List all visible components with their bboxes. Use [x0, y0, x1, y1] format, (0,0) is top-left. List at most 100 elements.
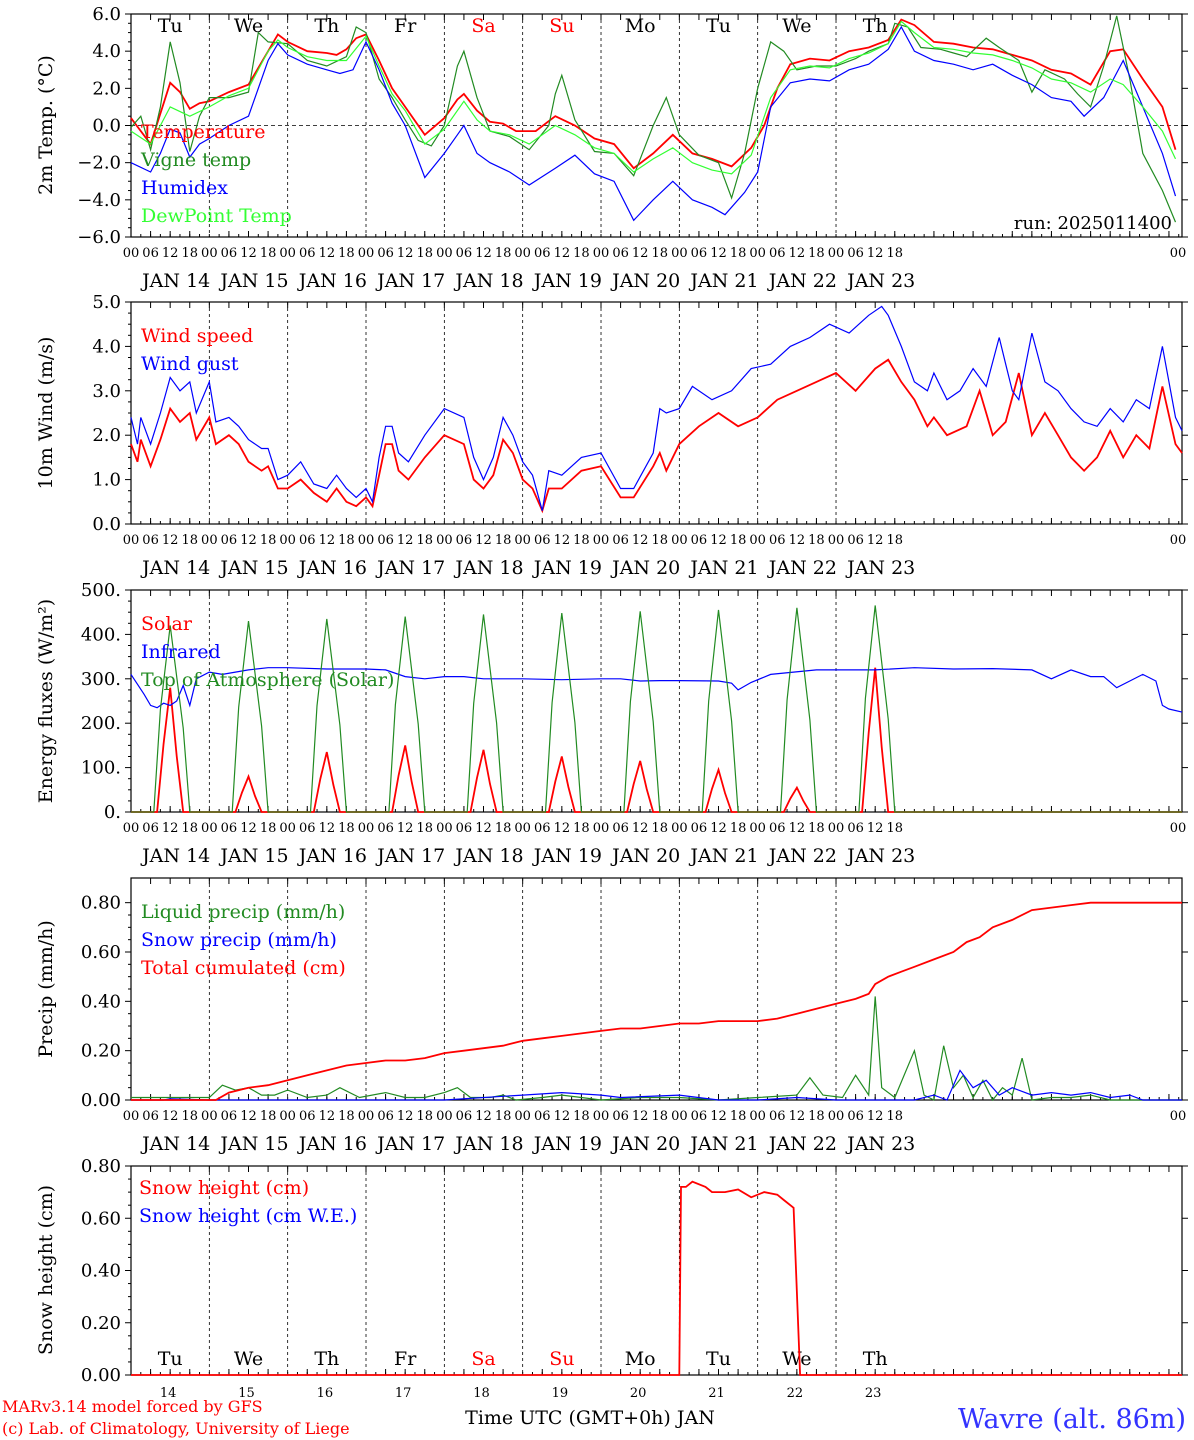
hour-label: 06 — [377, 821, 394, 836]
y-tick-label: 0.00 — [81, 1365, 121, 1386]
hour-label: 00 — [593, 533, 610, 548]
day-number-label: 17 — [395, 1386, 412, 1401]
hour-label: 06 — [612, 533, 629, 548]
y-tick-label: 400. — [81, 624, 121, 645]
y-tick-label: 0.60 — [81, 1208, 121, 1229]
series-line — [130, 20, 1177, 175]
legend-entry: DewPoint Temp — [141, 205, 292, 227]
date-label: JAN 17 — [375, 270, 445, 292]
hour-label: 18 — [338, 821, 355, 836]
hour-label: 18 — [495, 1109, 512, 1124]
hour-label: 18 — [181, 533, 198, 548]
date-label: JAN 18 — [453, 557, 523, 579]
hour-label: 06 — [456, 1109, 473, 1124]
hour-label: 12 — [867, 246, 884, 261]
y-tick-label: 5.0 — [92, 292, 121, 313]
date-label: JAN 19 — [532, 1133, 602, 1155]
hour-label: 12 — [867, 821, 884, 836]
date-label: JAN 23 — [845, 845, 915, 867]
hour-label: 00 — [123, 1109, 140, 1124]
hour-label: 12 — [475, 246, 492, 261]
hour-label: 00 — [1170, 821, 1187, 836]
weekday-label: Tu — [706, 1348, 731, 1370]
date-label: JAN 17 — [375, 1133, 445, 1155]
panel-energy: 500. 400. 300. 200. 100. 0. Energy fluxes (W/m… — [35, 580, 1188, 867]
station-name: Wavre (alt. 86m) — [958, 1404, 1186, 1435]
hour-label: 12 — [710, 821, 727, 836]
hour-label: 12 — [240, 246, 257, 261]
date-label: JAN 17 — [375, 845, 445, 867]
weekday-label: Mo — [625, 1348, 656, 1370]
plot-frame — [130, 589, 1183, 813]
date-label: JAN 22 — [767, 270, 837, 292]
y-tick-label: 2.0 — [92, 78, 121, 99]
hour-label: 06 — [299, 821, 316, 836]
date-label: JAN 15 — [218, 270, 288, 292]
hour-label: 12 — [397, 1109, 414, 1124]
hour-label: 12 — [632, 821, 649, 836]
hour-label: 18 — [181, 246, 198, 261]
hour-label: 12 — [710, 246, 727, 261]
weekday-label: Su — [549, 15, 574, 37]
hour-label: 00 — [671, 1109, 688, 1124]
hour-label: 00 — [749, 533, 766, 548]
hour-label: 18 — [338, 246, 355, 261]
hour-label: 06 — [377, 1109, 394, 1124]
hour-label: 00 — [514, 821, 531, 836]
y-tick-label: 4.0 — [92, 336, 121, 357]
hour-label: 12 — [632, 1109, 649, 1124]
hour-label: 12 — [162, 533, 179, 548]
hour-label: 18 — [886, 533, 903, 548]
hour-label: 18 — [808, 821, 825, 836]
hour-label: 06 — [847, 533, 864, 548]
date-label: JAN 14 — [140, 557, 210, 579]
legend-entry: Solar — [141, 613, 193, 635]
hour-label: 12 — [554, 533, 571, 548]
legend-entry: Wind speed — [141, 325, 253, 347]
hour-label: 00 — [279, 1109, 296, 1124]
y-tick-label: 0.40 — [81, 1261, 121, 1282]
date-label: JAN 22 — [767, 1133, 837, 1155]
hour-label: 06 — [691, 246, 708, 261]
hour-label: 18 — [651, 821, 668, 836]
series-line — [130, 667, 1183, 713]
y-axis-label: Precip (mm/h) — [35, 920, 57, 1058]
weekday-label: We — [782, 1348, 811, 1370]
hour-label: 12 — [867, 1109, 884, 1124]
hour-label: 06 — [691, 533, 708, 548]
hour-label: 00 — [671, 533, 688, 548]
hour-label: 18 — [181, 1109, 198, 1124]
hour-label: 06 — [691, 821, 708, 836]
date-label: JAN 16 — [297, 557, 367, 579]
hour-label: 12 — [319, 533, 336, 548]
hour-label: 00 — [593, 246, 610, 261]
hour-label: 06 — [377, 533, 394, 548]
hour-label: 12 — [632, 246, 649, 261]
weekday-label: Th — [863, 15, 888, 37]
hour-label: 06 — [221, 821, 238, 836]
hour-label: 06 — [299, 246, 316, 261]
legend-entry: Snow height (cm W.E.) — [139, 1205, 357, 1227]
y-tick-label: 500. — [81, 580, 121, 601]
date-label: JAN 16 — [297, 1133, 367, 1155]
hour-label: 18 — [651, 246, 668, 261]
weekday-label: Th — [314, 1348, 339, 1370]
y-tick-label: 6.0 — [92, 4, 121, 25]
hour-label: 12 — [710, 1109, 727, 1124]
legend-entry: Wind gust — [141, 353, 239, 375]
hour-label: 12 — [710, 533, 727, 548]
hour-label: 00 — [436, 246, 453, 261]
series-line — [131, 1069, 1182, 1101]
date-label: JAN 22 — [767, 557, 837, 579]
date-label: JAN 20 — [610, 270, 680, 292]
day-number-label: 23 — [865, 1386, 882, 1401]
hour-label: 06 — [142, 1109, 159, 1124]
hour-label: 18 — [651, 1109, 668, 1124]
day-number-label: 16 — [317, 1386, 334, 1401]
hour-label: 00 — [828, 821, 845, 836]
day-number-label: 22 — [787, 1386, 804, 1401]
date-label: JAN 19 — [532, 270, 602, 292]
hour-label: 12 — [240, 1109, 257, 1124]
